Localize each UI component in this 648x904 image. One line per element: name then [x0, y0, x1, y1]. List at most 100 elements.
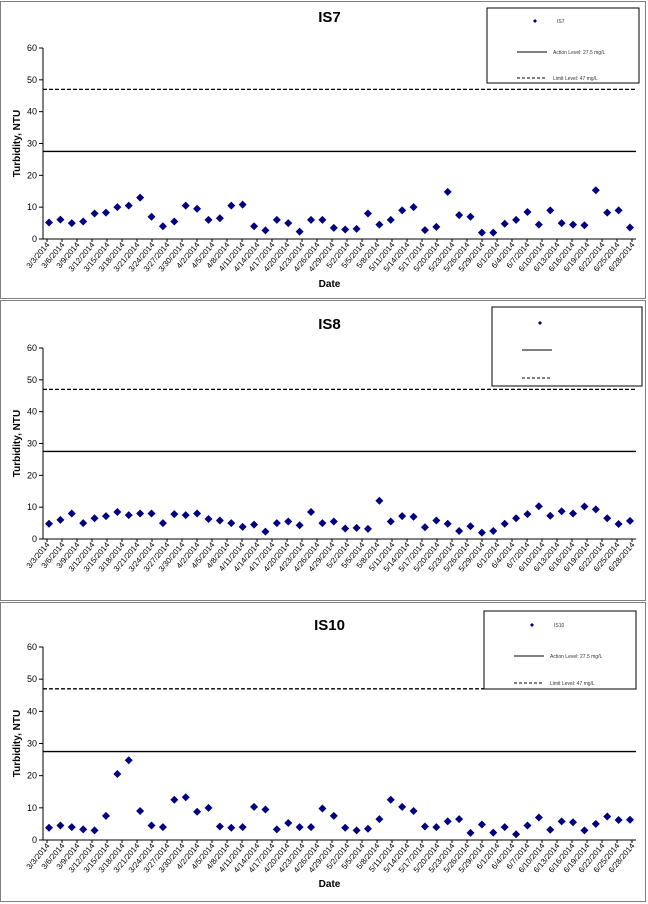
data-point: [215, 822, 224, 831]
data-point: [261, 226, 270, 235]
data-point: [557, 817, 566, 826]
y-tick-label: 30: [27, 739, 37, 749]
data-point: [398, 802, 407, 811]
data-point: [409, 512, 418, 521]
data-point: [295, 227, 304, 236]
y-tick-label: 0: [32, 234, 37, 244]
y-axis-label: Turbidity, NTU: [12, 410, 23, 477]
data-point: [329, 517, 338, 526]
data-point: [227, 823, 236, 832]
data-point: [546, 206, 555, 215]
data-point: [523, 821, 532, 830]
data-point: [557, 219, 566, 228]
data-point: [477, 820, 486, 829]
data-point: [455, 815, 464, 824]
chart-title: IS10: [314, 617, 345, 634]
data-point: [307, 823, 316, 832]
data-point: [79, 519, 88, 528]
data-point: [124, 201, 133, 210]
data-point: [455, 527, 464, 536]
legend-box: [491, 306, 643, 387]
data-point: [580, 826, 589, 835]
data-point: [45, 823, 53, 832]
data-point: [56, 821, 65, 830]
y-tick-label: 60: [27, 43, 37, 53]
legend-label-line: Action Level: 27.5 mg/L: [553, 50, 605, 56]
data-point: [261, 805, 270, 814]
data-point: [477, 228, 486, 237]
data-point: [101, 811, 110, 820]
data-point: [67, 219, 76, 228]
data-point: [147, 821, 156, 830]
data-point: [523, 510, 532, 519]
legend-marker: [533, 19, 537, 23]
data-point: [489, 828, 498, 837]
data-point: [284, 517, 293, 526]
data-point: [534, 813, 543, 822]
data-point: [170, 217, 179, 226]
data-point: [113, 203, 122, 212]
data-point: [569, 509, 578, 518]
data-point: [101, 512, 110, 521]
data-point: [136, 807, 145, 816]
data-point: [341, 823, 350, 832]
data-point: [386, 795, 395, 804]
data-point: [420, 822, 429, 831]
x-axis-label: Date: [319, 879, 341, 890]
data-point: [238, 522, 247, 531]
data-point: [534, 502, 543, 511]
data-point: [375, 220, 384, 229]
y-tick-label: 40: [27, 706, 37, 716]
data-point: [580, 502, 589, 511]
y-tick-label: 0: [32, 835, 37, 845]
data-point: [626, 815, 634, 824]
data-point: [420, 523, 429, 532]
data-point: [546, 511, 555, 520]
data-point: [580, 221, 589, 230]
data-point: [363, 824, 372, 833]
data-point: [329, 223, 338, 232]
chart-panel-is8: IS8 Turbidity, NTU 0 10 20 30 40 50 60 3/3/2014 3/…: [0, 300, 646, 601]
y-tick-label: 0: [32, 534, 37, 544]
data-point: [193, 509, 202, 518]
data-point: [272, 215, 281, 224]
data-point: [614, 816, 623, 825]
data-point: [500, 219, 509, 228]
data-point: [477, 528, 486, 537]
data-point: [443, 817, 452, 826]
y-tick-label: 20: [27, 470, 37, 480]
y-axis-label: Turbidity, NTU: [12, 710, 23, 777]
data-point: [523, 207, 532, 216]
data-point: [341, 225, 350, 234]
data-point: [409, 807, 418, 816]
data-point: [546, 825, 555, 834]
y-tick-label: 30: [27, 139, 37, 149]
data-point: [295, 521, 304, 530]
data-point: [512, 514, 521, 523]
chart-panel-is10: IS10 Turbidity, NTU Date 0 10 20 30 40 50 60 3/3/2…: [0, 602, 646, 902]
data-point: [124, 511, 133, 520]
data-point: [432, 222, 441, 231]
data-point: [284, 219, 293, 228]
data-point: [626, 516, 634, 525]
data-point: [591, 819, 600, 828]
y-tick-label: 10: [27, 202, 37, 212]
data-point: [603, 812, 612, 821]
legend-box: [483, 610, 637, 690]
data-point: [113, 507, 122, 516]
data-point: [352, 224, 361, 233]
y-axis-label: Turbidity, NTU: [12, 110, 23, 177]
data-point: [307, 507, 316, 516]
data-point: [603, 208, 612, 217]
data-point: [363, 524, 372, 533]
data-point: [443, 519, 452, 528]
data-point: [614, 206, 623, 215]
y-tick-label: 60: [27, 343, 37, 353]
legend-marker: [538, 321, 542, 325]
data-point: [227, 201, 236, 210]
data-point: [398, 206, 407, 215]
data-point: [158, 519, 167, 528]
data-point: [375, 815, 384, 824]
data-point: [489, 228, 498, 237]
